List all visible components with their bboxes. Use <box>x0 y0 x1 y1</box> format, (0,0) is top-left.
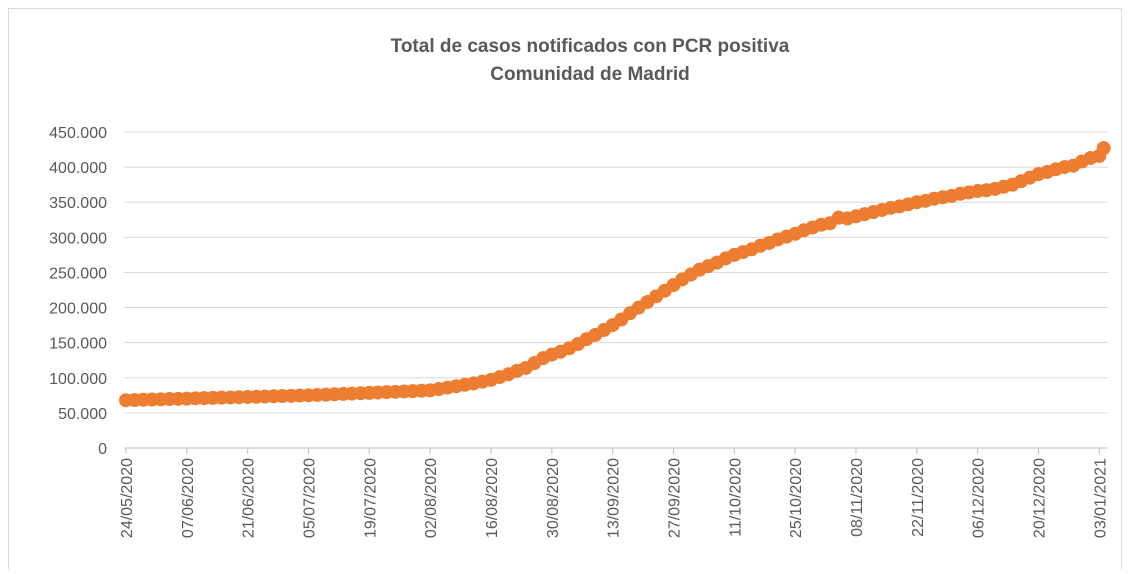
x-tick-label: 21/06/2020 <box>241 458 258 538</box>
x-tick-label: 22/11/2020 <box>910 458 927 537</box>
y-tick-label: 300.000 <box>49 230 107 247</box>
x-tick-label: 30/08/2020 <box>545 458 562 538</box>
x-tick-label: 20/12/2020 <box>1031 458 1048 538</box>
x-tick-label: 24/05/2020 <box>119 458 136 538</box>
y-tick-label: 200.000 <box>49 301 107 318</box>
x-tick-label: 03/01/2021 <box>1092 458 1109 538</box>
y-tick-label: 50.000 <box>58 406 107 423</box>
y-tick-label: 150.000 <box>49 336 107 353</box>
y-tick-label: 250.000 <box>49 265 107 282</box>
y-tick-label: 350.000 <box>49 195 107 212</box>
chart-subtitle: Comunidad de Madrid <box>490 64 690 85</box>
x-tick-label: 07/06/2020 <box>180 458 197 538</box>
x-tick-label: 11/10/2020 <box>727 458 744 537</box>
x-tick-label: 02/08/2020 <box>423 458 440 538</box>
x-tick-label: 25/10/2020 <box>788 458 805 538</box>
x-tick-label: 27/09/2020 <box>666 458 683 538</box>
x-tick-label: 19/07/2020 <box>362 458 379 538</box>
chart-frame <box>8 8 1122 574</box>
x-tick-label: 16/08/2020 <box>484 458 501 538</box>
chart-title: Total de casos notificados con PCR posit… <box>391 36 790 57</box>
x-tick-label: 06/12/2020 <box>971 458 988 538</box>
y-tick-label: 400.000 <box>49 160 107 177</box>
x-tick-label: 13/09/2020 <box>606 458 623 538</box>
data-point <box>1096 141 1111 156</box>
y-tick-label: 0 <box>98 441 107 458</box>
y-tick-label: 450.000 <box>49 125 107 142</box>
x-tick-label: 05/07/2020 <box>301 458 318 538</box>
x-tick-label: 08/11/2020 <box>849 458 866 537</box>
y-tick-label: 100.000 <box>49 371 107 388</box>
